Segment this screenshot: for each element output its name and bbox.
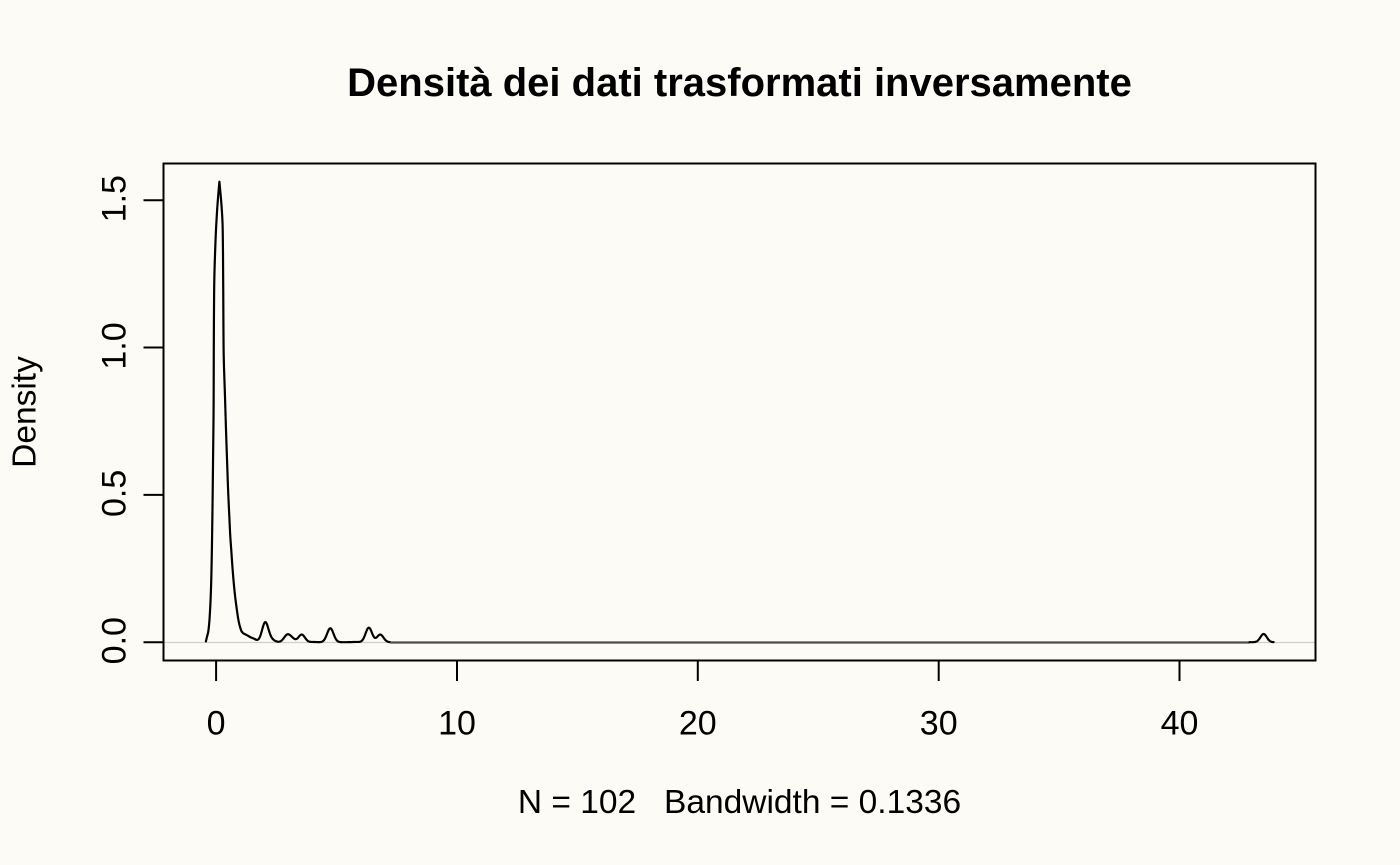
- svg-text:Density: Density: [7, 356, 44, 468]
- svg-text:40: 40: [1161, 705, 1199, 743]
- svg-text:20: 20: [679, 705, 717, 743]
- svg-text:30: 30: [920, 705, 958, 743]
- svg-text:0: 0: [207, 705, 226, 743]
- svg-text:0.5: 0.5: [96, 470, 134, 517]
- svg-text:1.5: 1.5: [96, 175, 134, 222]
- svg-text:Densità dei dati trasformati i: Densità dei dati trasformati inversament…: [347, 61, 1132, 105]
- svg-text:0.0: 0.0: [96, 617, 134, 664]
- svg-text:N = 102 Bandwidth = 0.1336: N = 102 Bandwidth = 0.1336: [518, 784, 961, 821]
- svg-text:10: 10: [438, 705, 476, 743]
- svg-text:1.0: 1.0: [96, 322, 134, 369]
